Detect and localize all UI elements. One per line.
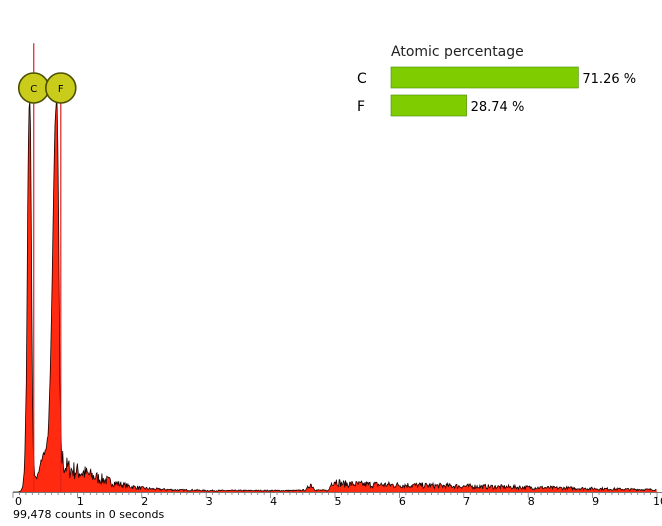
spectrum-layer xyxy=(13,100,657,493)
x-axis: 0 1 2 3 4 5 6 7 8 9 10 xyxy=(12,492,662,508)
x-tick-label: 3 xyxy=(206,495,213,508)
x-tick-label: 5 xyxy=(335,495,342,508)
x-tick-label: 8 xyxy=(528,495,535,508)
x-tick-label: 0 xyxy=(15,495,22,508)
atomic-bar-c xyxy=(390,66,579,89)
atomic-value-c: 71.26 % xyxy=(582,72,636,87)
x-tick-label: 7 xyxy=(463,495,470,508)
atomic-percentage-panel: Atomic percentage C 71.26 % F 28.74 % xyxy=(357,44,636,117)
element-badge-label: C xyxy=(30,84,37,95)
x-tick-label: 4 xyxy=(270,495,277,508)
atomic-label-f: F xyxy=(357,99,365,115)
atomic-label-c: C xyxy=(357,71,367,87)
atomic-percentage-title: Atomic percentage xyxy=(391,44,524,60)
spectrum-outline xyxy=(13,100,657,493)
x-tick-label: 10 xyxy=(653,495,662,508)
counts-status-text: 99,478 counts in 0 seconds xyxy=(13,508,164,521)
element-badge-label: F xyxy=(58,84,64,95)
spectrum-area xyxy=(13,100,657,492)
x-tick-label: 9 xyxy=(592,495,599,508)
x-tick-label: 2 xyxy=(141,495,148,508)
atomic-bar-f xyxy=(390,94,467,117)
x-tick-label: 1 xyxy=(77,495,84,508)
element-badge-f xyxy=(44,72,77,104)
atomic-value-f: 28.74 % xyxy=(471,100,525,115)
x-tick-label: 6 xyxy=(399,495,406,508)
